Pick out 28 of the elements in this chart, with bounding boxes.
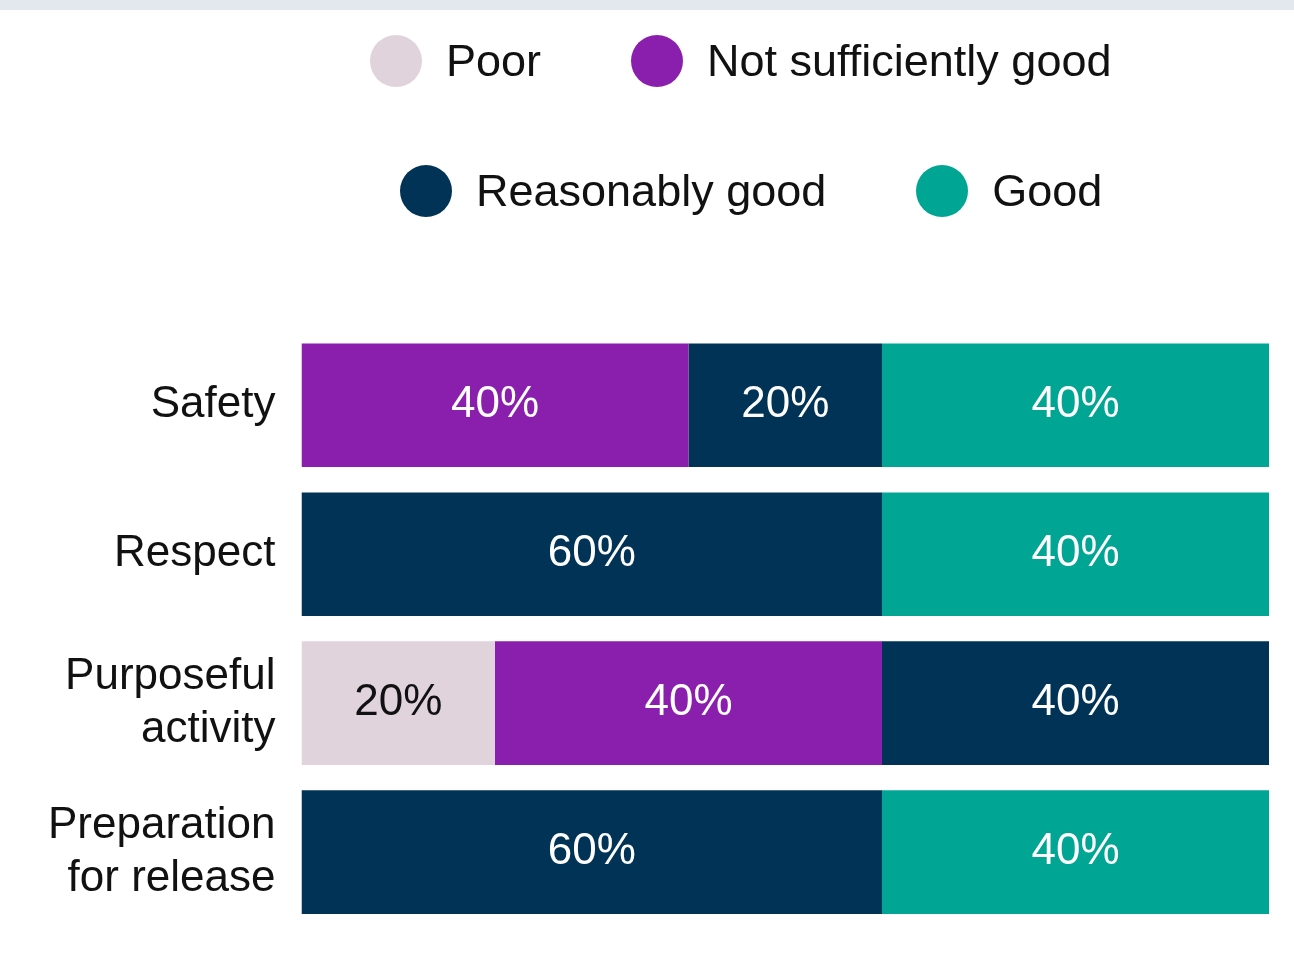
data-label: 40% [1031,824,1120,874]
legend-label: Reasonably good [476,165,827,217]
y-tick-label: Safety [150,377,276,427]
bar [301,492,882,617]
data-label: 60% [547,824,636,874]
bar [881,492,1269,617]
legend-label: Not sufficiently good [707,35,1112,87]
data-label: 40% [1031,377,1120,427]
bar [881,641,1269,765]
bar [301,343,689,468]
data-label: 40% [450,377,540,427]
bar [688,343,882,468]
bar [301,790,882,914]
data-label: 40% [644,675,733,725]
y-tick-label: Respect [114,526,276,576]
data-label: 40% [1031,675,1120,725]
data-label: 40% [1031,526,1120,576]
data-label: 20% [741,377,830,427]
legend-label: Poor [446,35,542,87]
data-label: 60% [547,526,636,576]
legend-label: Good [992,165,1103,217]
bar [494,641,882,765]
bar [301,641,495,765]
y-tick-label: Purposeful activity [65,648,276,751]
data-label: 20% [354,675,443,725]
bar [881,790,1269,914]
bar [881,343,1269,468]
y-tick-label: Preparation for release [47,797,276,900]
